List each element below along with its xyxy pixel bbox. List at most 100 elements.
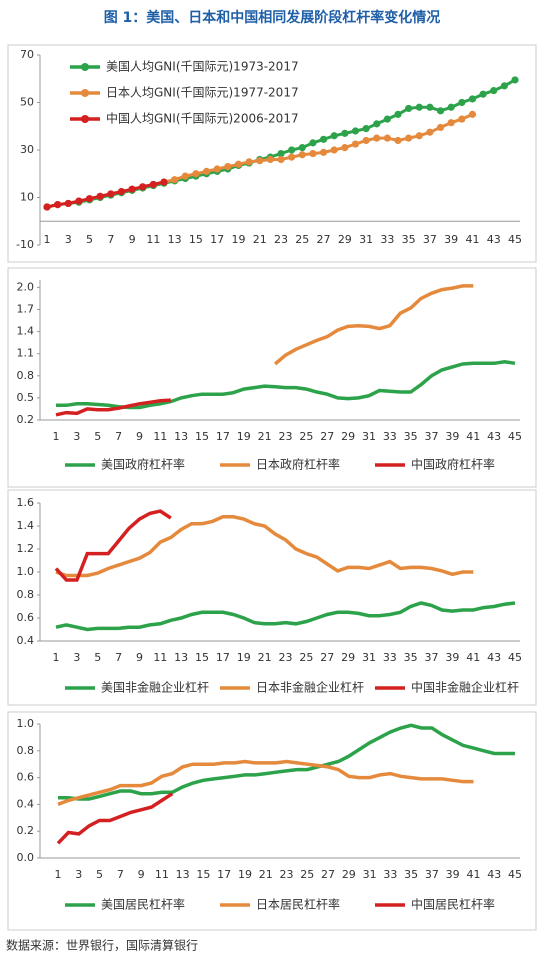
data-point — [330, 146, 338, 154]
x-tick-label: 31 — [362, 430, 376, 443]
data-point — [298, 144, 306, 152]
data-point — [309, 149, 317, 158]
data-point — [330, 132, 338, 140]
data-point — [341, 129, 349, 137]
x-tick-label: 41 — [466, 651, 480, 664]
data-point — [107, 190, 115, 198]
series-line — [57, 759, 474, 807]
x-tick-label: 27 — [317, 233, 331, 246]
series-line — [54, 509, 172, 582]
data-point — [458, 98, 466, 107]
legend-marker — [81, 89, 89, 97]
x-tick-label: 23 — [280, 868, 294, 881]
data-point — [362, 125, 370, 133]
x-tick-label: 25 — [300, 868, 314, 881]
x-tick-label: 17 — [216, 430, 230, 443]
data-point — [277, 149, 285, 158]
x-tick-label: 5 — [94, 651, 101, 664]
y-tick-label: 1.4 — [17, 519, 35, 532]
x-tick-label: 5 — [96, 868, 103, 881]
legend-label: 中国人均GNI(千国际元)2006-2017 — [106, 111, 299, 126]
x-tick-label: 27 — [320, 651, 334, 664]
x-tick-label: 7 — [107, 233, 114, 246]
x-tick-label: 13 — [174, 430, 188, 443]
data-point — [213, 165, 221, 173]
x-tick-label: 29 — [341, 430, 355, 443]
series-line — [46, 180, 165, 209]
x-tick-label: 43 — [487, 868, 501, 881]
legend-label: 日本政府杠杆率 — [256, 457, 340, 472]
x-tick-label: 3 — [73, 651, 80, 664]
x-tick-label: 27 — [320, 430, 334, 443]
data-point — [319, 135, 328, 143]
series-line — [55, 398, 171, 417]
data-point — [85, 195, 94, 203]
chart-frame — [7, 489, 537, 706]
data-point — [394, 110, 402, 118]
x-tick-label: 11 — [153, 651, 167, 664]
data-point — [181, 172, 189, 180]
x-tick-label: 17 — [216, 651, 230, 664]
data-point — [447, 103, 455, 111]
y-tick-label: 1.2 — [17, 542, 35, 555]
x-tick-label: 21 — [259, 868, 273, 881]
x-tick-label: 15 — [195, 430, 209, 443]
data-point — [383, 115, 391, 123]
y-tick-label: 0.6 — [17, 611, 35, 624]
legend-label: 中国居民杠杆率 — [411, 897, 495, 912]
data-point — [149, 180, 157, 189]
x-tick-label: 45 — [508, 868, 522, 881]
x-tick-label: 7 — [115, 651, 122, 664]
data-point — [309, 139, 317, 147]
x-tick-label: 13 — [174, 651, 188, 664]
x-tick-label: 17 — [210, 233, 224, 246]
x-tick-label: 13 — [176, 868, 190, 881]
y-tick-label: 1.6 — [17, 496, 35, 509]
x-tick-label: 43 — [487, 430, 501, 443]
data-point — [500, 82, 508, 90]
data-point — [192, 170, 200, 178]
x-tick-label: 43 — [487, 651, 501, 664]
y-tick-label: 1.0 — [17, 565, 35, 578]
y-tick-label: 0.2 — [17, 413, 35, 426]
y-tick-label: 0.5 — [17, 391, 35, 404]
legend-label: 日本人均GNI(千国际元)1977-2017 — [106, 86, 299, 100]
x-tick-label: 31 — [359, 233, 373, 246]
data-point — [490, 87, 498, 95]
x-tick-label: 19 — [237, 651, 251, 664]
x-tick-label: 33 — [383, 430, 397, 443]
x-tick-label: 27 — [321, 868, 335, 881]
data-point — [405, 134, 413, 142]
x-tick-label: 35 — [402, 233, 416, 246]
x-tick-label: 5 — [86, 233, 93, 246]
x-tick-label: 21 — [258, 651, 272, 664]
data-point — [245, 158, 253, 166]
x-tick-label: 9 — [136, 651, 143, 664]
legend-label: 美国居民杠杆率 — [101, 897, 185, 912]
x-tick-label: 23 — [279, 651, 293, 664]
x-tick-label: 1 — [53, 430, 60, 443]
x-tick-label: 9 — [136, 430, 143, 443]
x-tick-label: 45 — [508, 233, 522, 246]
x-tick-label: 31 — [362, 651, 376, 664]
data-point — [43, 203, 51, 211]
x-tick-label: 1 — [44, 233, 51, 246]
y-tick-label: 1.7 — [17, 302, 35, 315]
y-tick-label: 0.4 — [17, 634, 35, 647]
x-tick-label: 15 — [189, 233, 203, 246]
y-tick-label: 0.8 — [17, 588, 35, 601]
x-tick-label: 3 — [73, 430, 80, 443]
series-line — [55, 515, 474, 578]
data-point — [319, 148, 328, 156]
x-tick-label: 39 — [445, 651, 459, 664]
legend-label: 中国非金融企业杠杆 — [411, 680, 519, 695]
x-tick-label: 37 — [425, 651, 439, 664]
legend-label: 日本非金融企业杠杆 — [256, 680, 364, 695]
x-tick-label: 7 — [117, 868, 124, 881]
data-point — [234, 160, 243, 168]
x-tick-label: 21 — [258, 430, 272, 443]
x-tick-label: 35 — [404, 430, 418, 443]
y-tick-label: 0.6 — [17, 771, 35, 784]
data-point — [383, 134, 391, 142]
